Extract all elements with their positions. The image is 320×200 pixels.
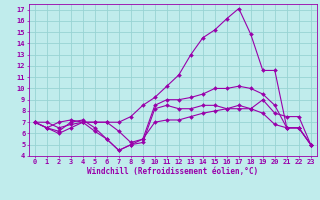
X-axis label: Windchill (Refroidissement éolien,°C): Windchill (Refroidissement éolien,°C) — [87, 167, 258, 176]
